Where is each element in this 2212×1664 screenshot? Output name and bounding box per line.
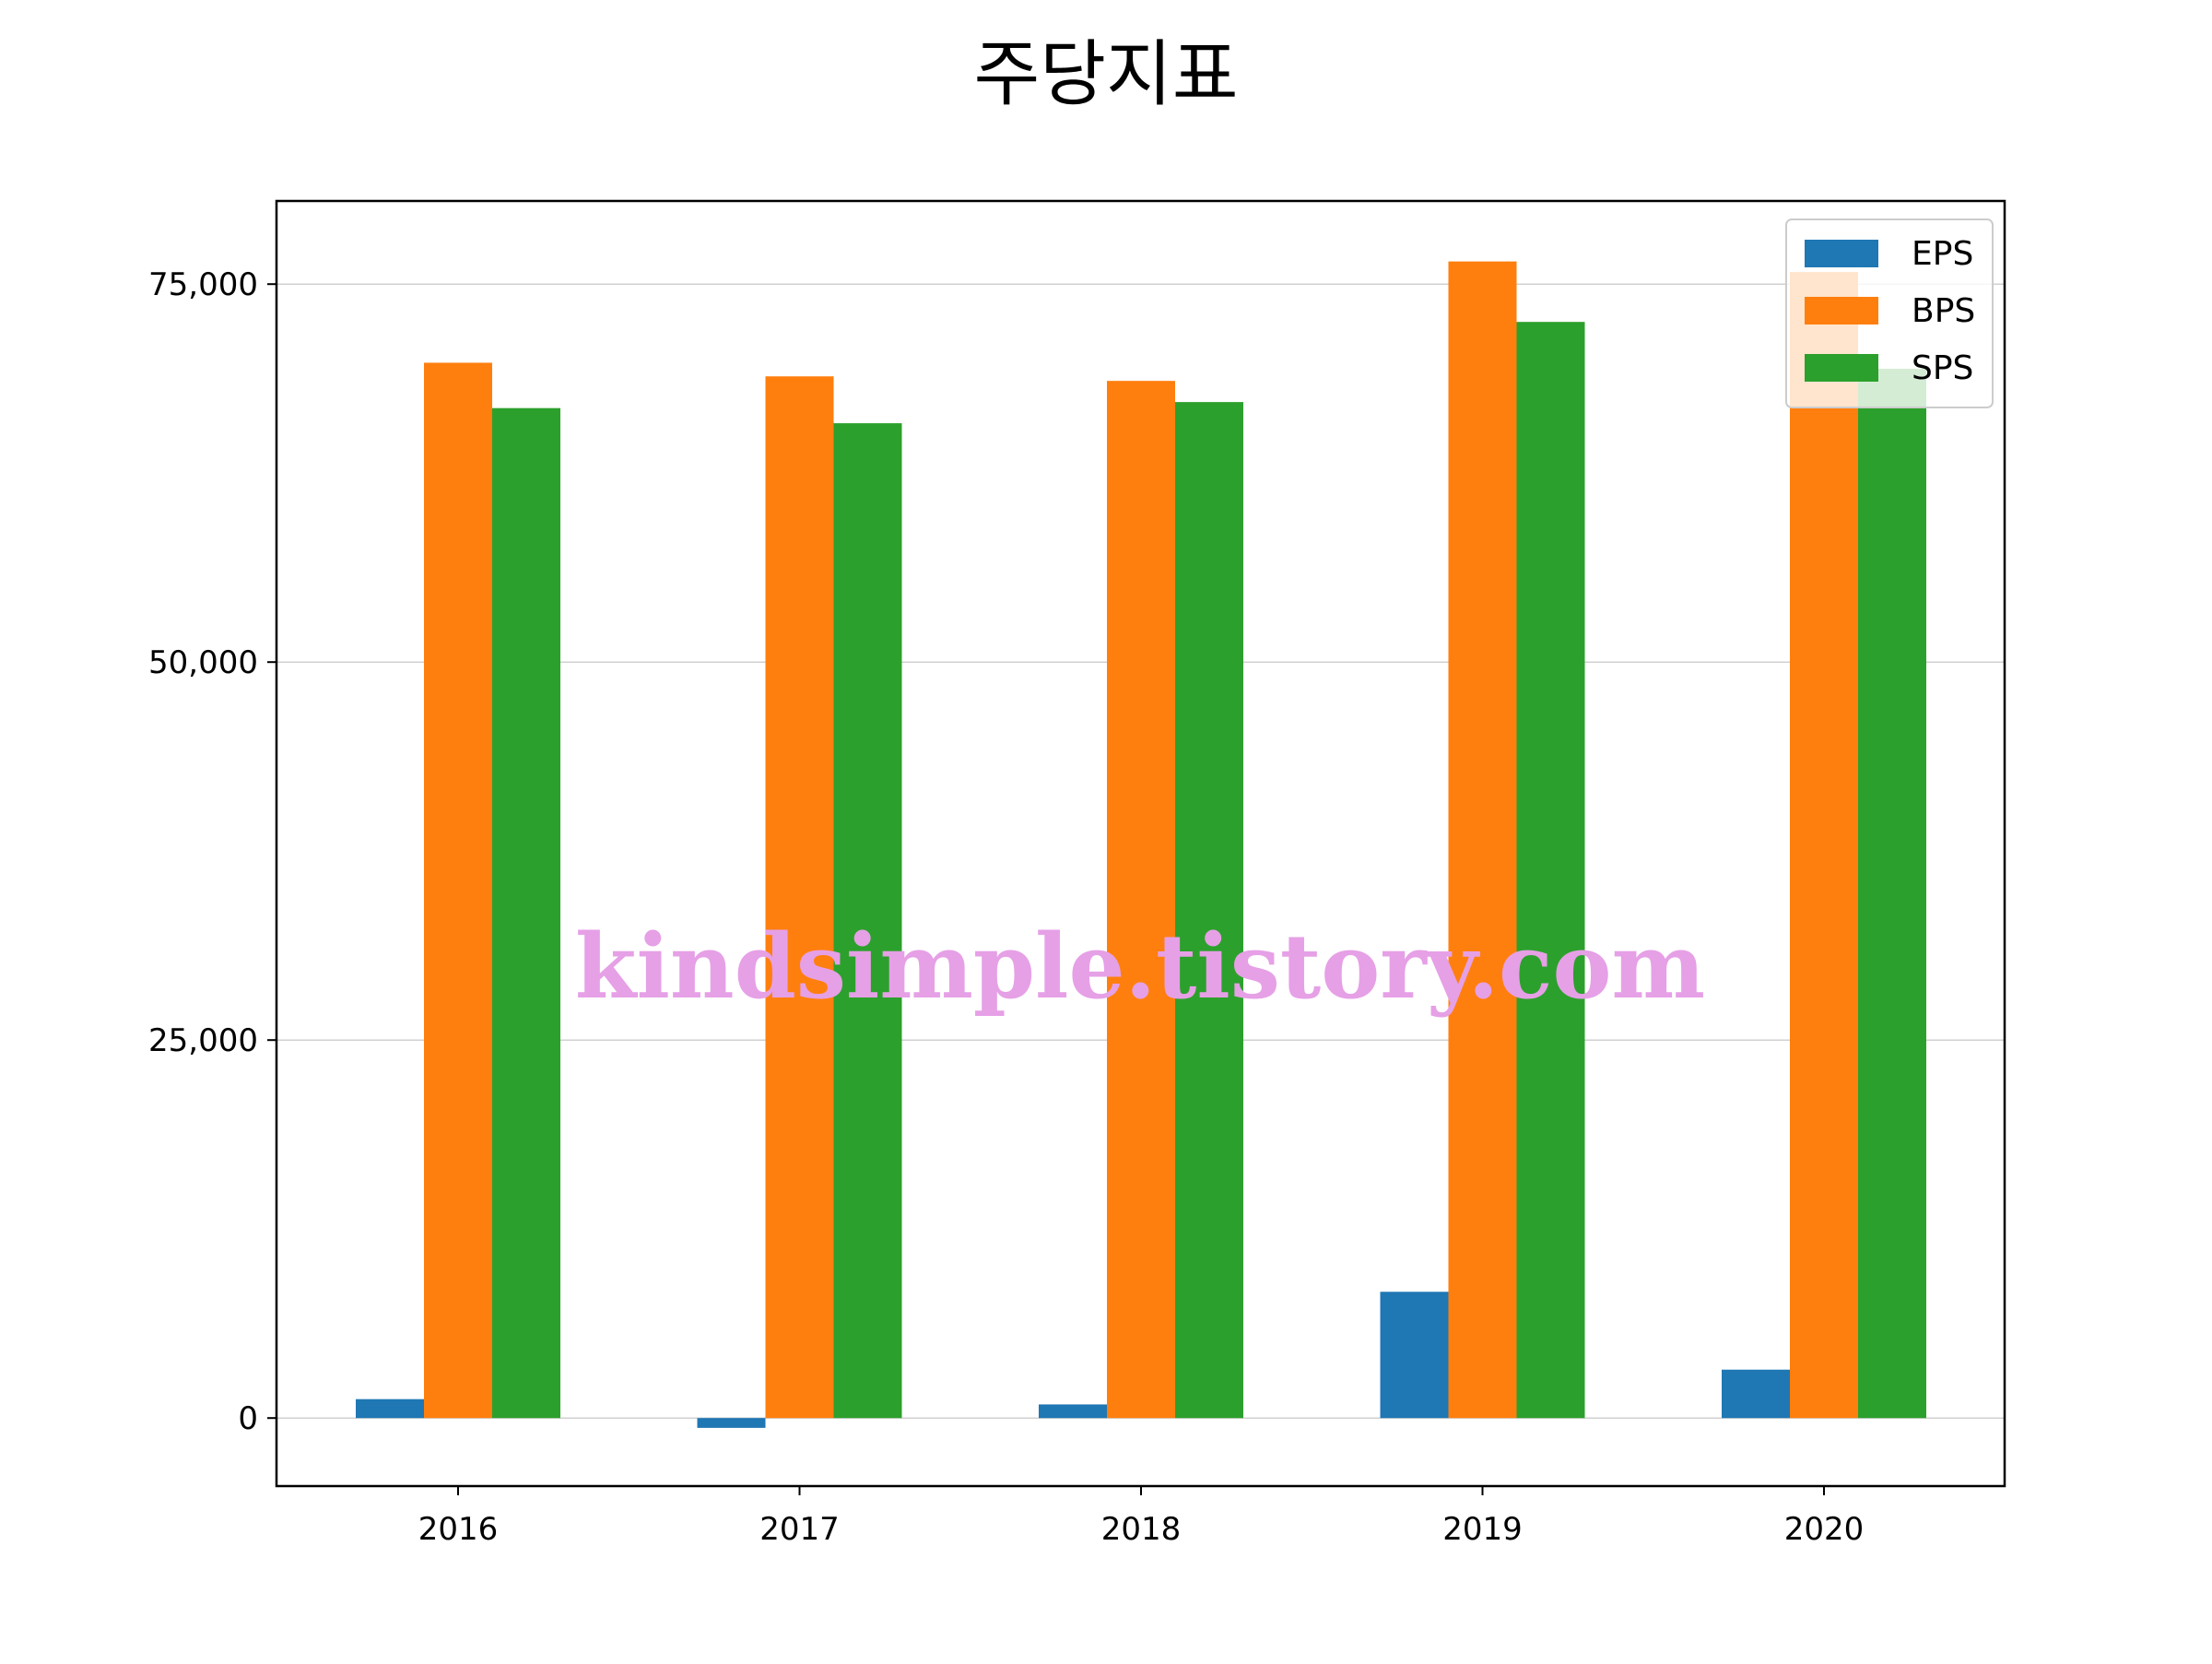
legend-label-bps: BPS xyxy=(1912,292,1975,330)
legend-swatch-sps xyxy=(1805,354,1878,382)
bar-sps-2016 xyxy=(492,407,560,1419)
legend-swatch-eps xyxy=(1805,240,1878,267)
bar-eps-2017 xyxy=(697,1418,766,1428)
bar-bps-2018 xyxy=(1107,381,1175,1419)
bar-bps-2020 xyxy=(1790,272,1858,1419)
y-tick-label: 25,000 xyxy=(148,1022,258,1059)
bar-bps-2016 xyxy=(424,362,492,1419)
bar-eps-2020 xyxy=(1722,1369,1790,1419)
watermark-text: kindsimple.tistory.com xyxy=(575,915,1705,1019)
bar-sps-2019 xyxy=(1516,322,1585,1419)
y-tick-label: 75,000 xyxy=(148,266,258,303)
bar-sps-2017 xyxy=(833,423,902,1419)
x-tick-label: 2018 xyxy=(1101,1511,1182,1548)
legend-swatch-bps xyxy=(1805,297,1878,325)
legend-label-eps: EPS xyxy=(1912,235,1973,273)
x-tick-label: 2017 xyxy=(759,1511,840,1548)
bar-sps-2020 xyxy=(1858,369,1926,1419)
x-tick-label: 2016 xyxy=(418,1511,499,1548)
bar-bps-2019 xyxy=(1448,261,1517,1419)
bar-eps-2018 xyxy=(1039,1404,1107,1419)
x-tick-label: 2019 xyxy=(1442,1511,1523,1548)
y-tick-label: 0 xyxy=(238,1400,258,1437)
legend-label-sps: SPS xyxy=(1912,349,1973,387)
bar-eps-2019 xyxy=(1380,1292,1449,1419)
bar-bps-2017 xyxy=(765,376,834,1419)
bar-sps-2018 xyxy=(1175,402,1243,1419)
bar-eps-2016 xyxy=(356,1398,424,1419)
x-tick-label: 2020 xyxy=(1784,1511,1865,1548)
chart-title: 주당지표 xyxy=(973,33,1239,116)
y-tick-label: 50,000 xyxy=(148,644,258,681)
